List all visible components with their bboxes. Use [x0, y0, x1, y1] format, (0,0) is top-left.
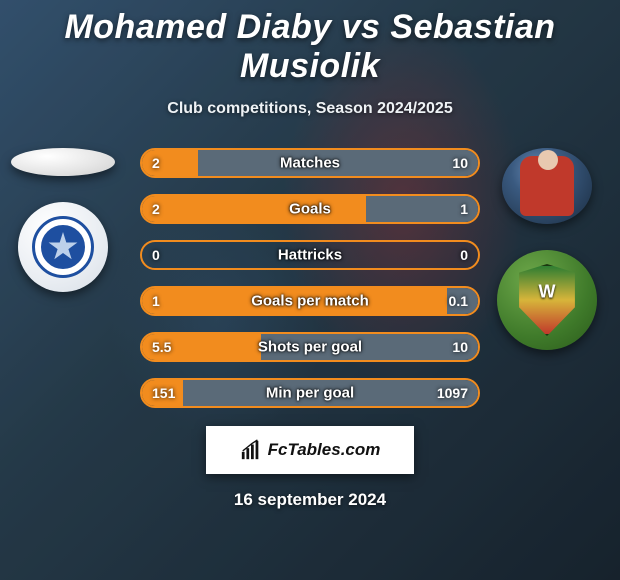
stat-right-value: 10 — [452, 155, 468, 171]
stat-label: Goals per match — [251, 293, 369, 310]
comparison-title: Mohamed Diaby vs Sebastian Musiolik — [0, 0, 620, 86]
lech-poznan-crest-icon — [35, 219, 91, 275]
stat-fill-left — [142, 196, 366, 222]
right-player-avatar — [502, 148, 592, 224]
stat-left-value: 5.5 — [152, 339, 171, 355]
stat-label: Matches — [280, 155, 340, 172]
snapshot-date: 16 september 2024 — [0, 490, 620, 510]
stat-right-value: 1 — [460, 201, 468, 217]
slask-wroclaw-crest-icon — [516, 264, 578, 336]
stat-left-value: 2 — [152, 155, 160, 171]
branding-text: FcTables.com — [268, 440, 381, 460]
fctables-logo-icon — [240, 439, 262, 461]
stat-left-value: 2 — [152, 201, 160, 217]
stat-right-value: 0.1 — [449, 293, 468, 309]
stat-fill-left — [142, 150, 198, 176]
stat-left-value: 151 — [152, 385, 175, 401]
stat-row: 2 10 Matches — [140, 148, 480, 178]
right-player-column — [492, 148, 602, 350]
stat-row: 2 1 Goals — [140, 194, 480, 224]
stat-right-value: 0 — [460, 247, 468, 263]
left-player-column — [8, 148, 118, 292]
stat-row: 1 0.1 Goals per match — [140, 286, 480, 316]
right-club-badge — [497, 250, 597, 350]
stat-right-value: 1097 — [437, 385, 468, 401]
stat-bars: 2 10 Matches 2 1 Goals 0 0 Hattricks 1 0.1 Goals pe… — [140, 148, 480, 408]
stat-label: Hattricks — [278, 247, 342, 264]
branding-badge: FcTables.com — [206, 426, 414, 474]
stat-left-value: 0 — [152, 247, 160, 263]
stat-label: Shots per goal — [258, 339, 362, 356]
stat-label: Goals — [289, 201, 331, 218]
stat-row: 0 0 Hattricks — [140, 240, 480, 270]
left-player-avatar — [11, 148, 115, 176]
stat-label: Min per goal — [266, 385, 354, 402]
left-club-badge — [18, 202, 108, 292]
season-subtitle: Club competitions, Season 2024/2025 — [0, 100, 620, 118]
stat-row: 5.5 10 Shots per goal — [140, 332, 480, 362]
comparison-content: 2 10 Matches 2 1 Goals 0 0 Hattricks 1 0.1 Goals pe… — [0, 148, 620, 408]
stat-row: 151 1097 Min per goal — [140, 378, 480, 408]
stat-right-value: 10 — [452, 339, 468, 355]
stat-left-value: 1 — [152, 293, 160, 309]
